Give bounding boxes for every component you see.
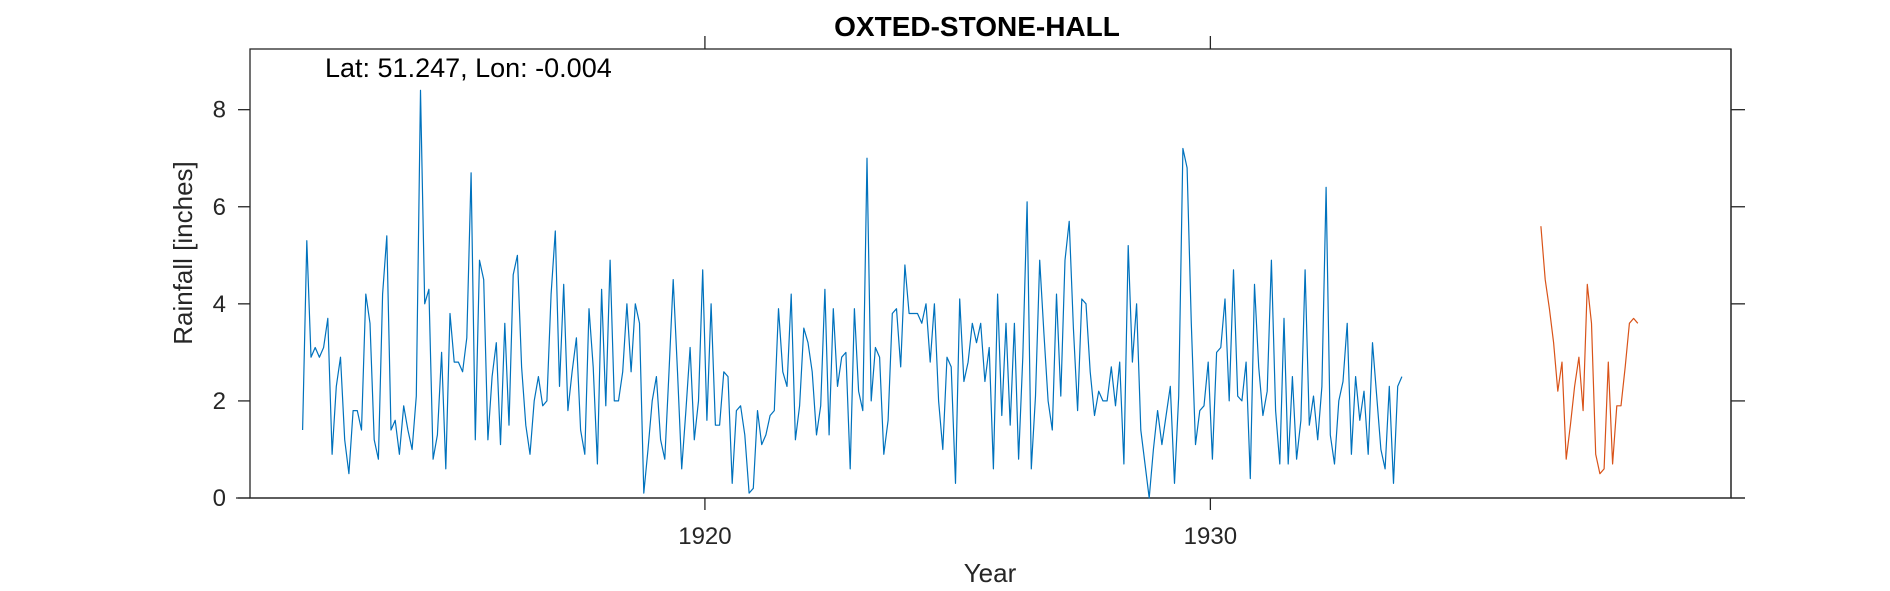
y-tick-label: 6 bbox=[213, 194, 226, 221]
y-tick-label: 8 bbox=[213, 97, 226, 124]
y-axis-label: Rainfall [inches] bbox=[168, 161, 198, 345]
plot-area: 0 2 4 6 8 1920 1930 bbox=[213, 36, 1745, 550]
chart-title: OXTED-STONE-HALL bbox=[834, 11, 1120, 42]
series-group bbox=[302, 89, 1639, 499]
axis-ticks: 0 2 4 6 8 1920 1930 bbox=[213, 36, 1745, 550]
y-tick-label: 2 bbox=[213, 388, 226, 415]
x-tick-label: 1930 bbox=[1184, 523, 1237, 550]
x-axis-label: Year bbox=[964, 558, 1017, 588]
y-tick-label: 4 bbox=[213, 291, 226, 318]
series-line-1 bbox=[302, 89, 1403, 499]
x-tick-label: 1920 bbox=[678, 523, 731, 550]
location-annotation: Lat: 51.247, Lon: -0.004 bbox=[325, 53, 612, 83]
y-tick-label: 0 bbox=[213, 485, 226, 512]
series-line-2 bbox=[1540, 226, 1639, 475]
